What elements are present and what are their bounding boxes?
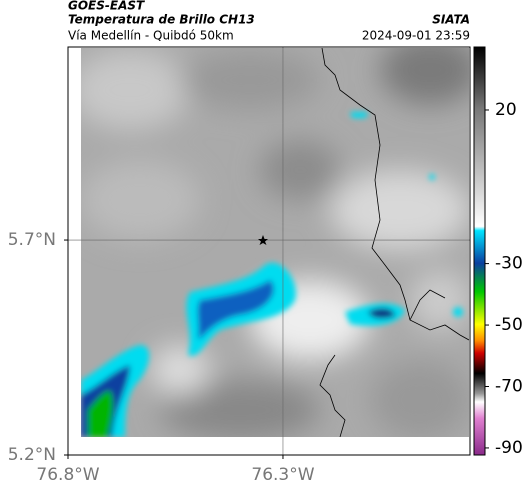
colorbar — [473, 46, 486, 456]
org: SIATA — [432, 13, 470, 27]
map-frame — [67, 46, 471, 456]
colorbar-tick-label: -30 — [495, 254, 523, 274]
y-tick-label: 5.7°N — [8, 230, 56, 250]
title: Temperatura de Brillo CH13 — [68, 13, 255, 27]
timestamp: 2024-09-01 23:59 — [362, 29, 470, 43]
colorbar-tick-label: -70 — [495, 376, 523, 396]
colorbar-tick-label: -90 — [495, 438, 523, 458]
source: GOES-EAST — [68, 0, 145, 13]
imagery — [81, 48, 469, 437]
location-marker — [258, 235, 268, 245]
y-tick-label: 5.2°N — [8, 445, 56, 465]
colorbar-tick-label: 20 — [495, 100, 517, 120]
x-tick-label: 76.3°W — [251, 465, 314, 485]
colorbar-tick-label: -50 — [495, 315, 523, 335]
subtitle: Vía Medellín - Quibdó 50km — [68, 29, 234, 43]
x-tick-label: 76.8°W — [36, 465, 99, 485]
